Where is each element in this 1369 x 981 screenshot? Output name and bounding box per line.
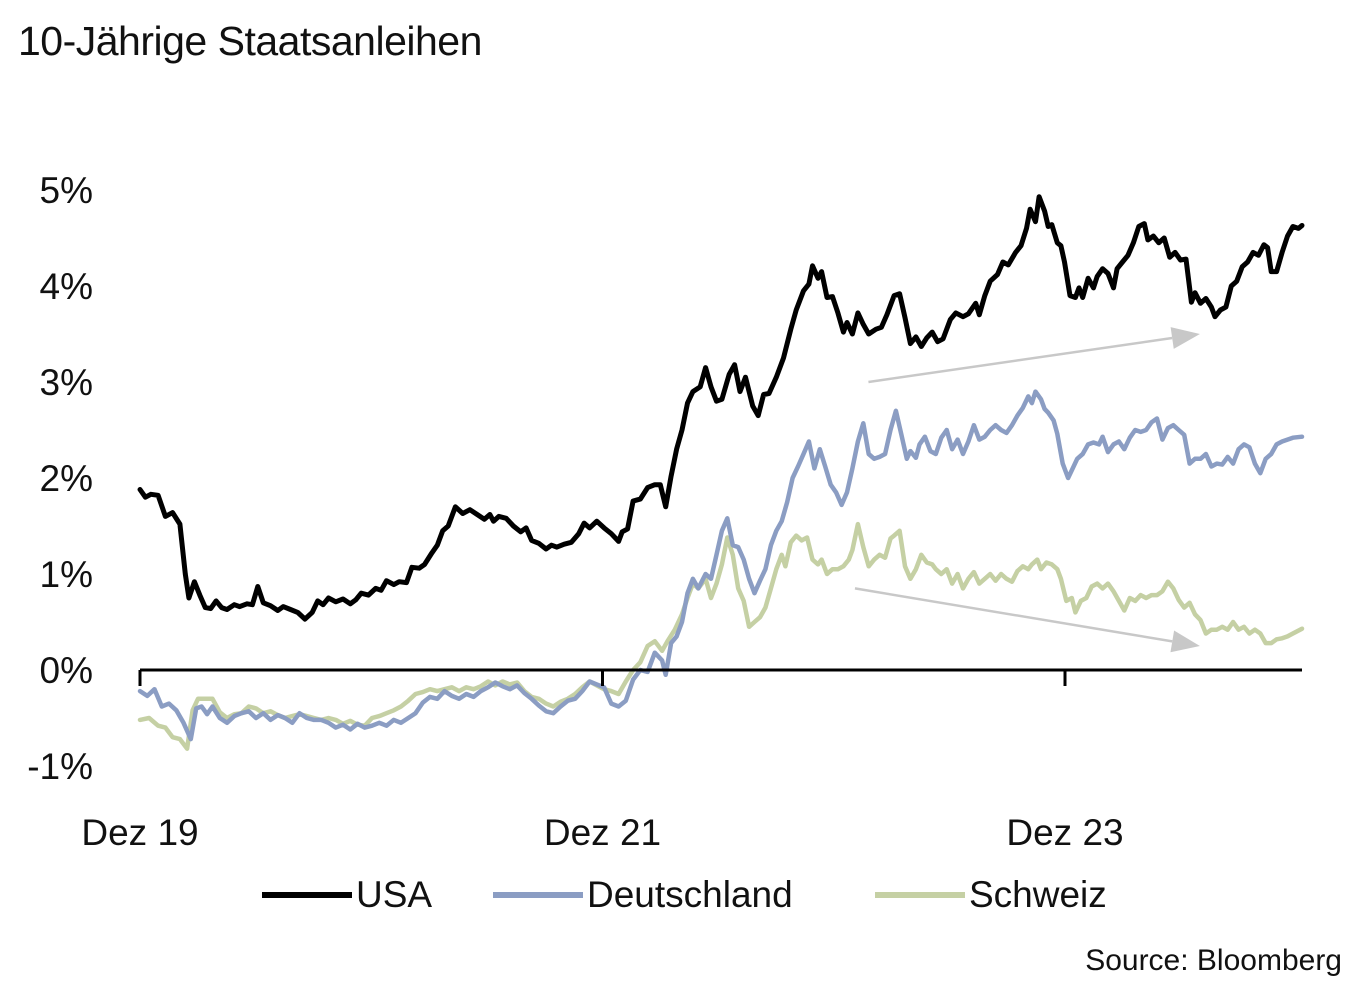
trend-arrow-head [1170, 327, 1200, 349]
legend-label-deutschland: Deutschland [587, 874, 793, 915]
series-line-schweiz [137, 521, 1305, 751]
trend-arrow-line [854, 587, 1173, 643]
series-line-deutschland [137, 389, 1305, 742]
y-tick-label: 0% [40, 650, 93, 691]
legend-item-usa: USA [262, 870, 432, 920]
legend-item-schweiz: Schweiz [875, 870, 1107, 920]
x-tick-label: Dez 21 [544, 812, 661, 853]
y-tick-label: 1% [40, 554, 93, 595]
legend-swatch-schweiz [875, 892, 965, 898]
y-tick-label: -1% [27, 746, 93, 787]
y-tick-label: 5% [40, 170, 93, 211]
series-line-usa [137, 194, 1305, 622]
source-note: Source: Bloomberg [1085, 944, 1342, 977]
y-tick-label: 3% [40, 362, 93, 403]
trend-arrow-line [868, 336, 1173, 384]
legend-swatch-usa [262, 892, 352, 898]
x-tick-label: Dez 19 [81, 812, 198, 853]
trend-arrow-head [1170, 630, 1200, 653]
legend: USA Deutschland Schweiz [0, 870, 1369, 920]
x-axis-ticks: Dez 19 Dez 21 Dez 23 [81, 670, 1124, 853]
y-tick-label: 4% [40, 266, 93, 307]
y-axis-ticks: 5% 4% 3% 2% 1% 0% -1% [27, 170, 93, 787]
y-tick-label: 2% [40, 458, 93, 499]
legend-label-schweiz: Schweiz [969, 874, 1107, 915]
annotations [854, 327, 1200, 653]
series-lines [137, 194, 1305, 751]
legend-label-usa: USA [356, 874, 433, 915]
x-tick-label: Dez 23 [1006, 812, 1123, 853]
legend-swatch-deutschland [493, 892, 583, 898]
chart-title: 10-Jährige Staatsanleihen [18, 18, 482, 64]
legend-item-deutschland: Deutschland [493, 870, 793, 920]
